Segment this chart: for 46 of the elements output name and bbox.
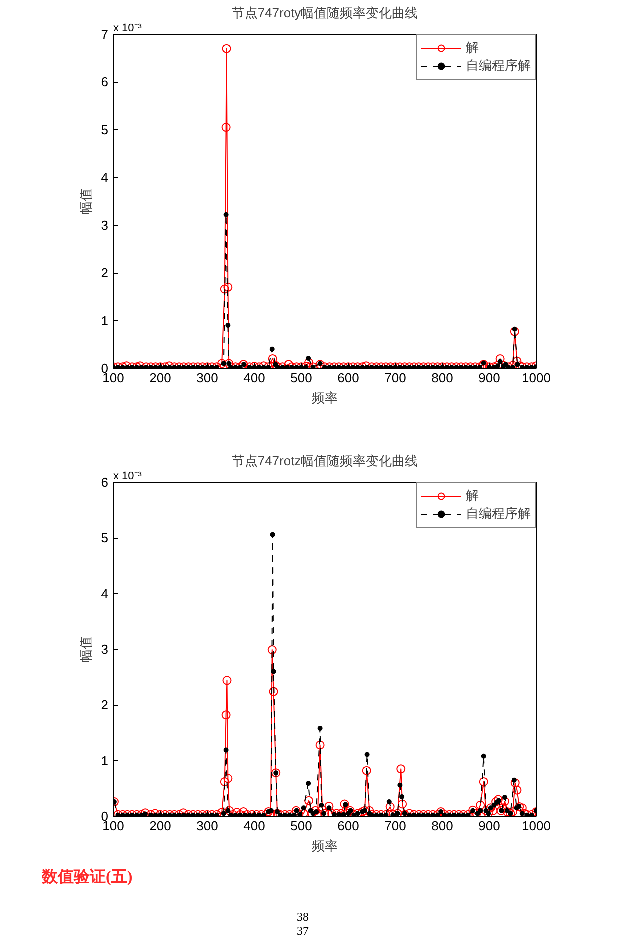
legend-label: 自编程序解	[466, 505, 531, 523]
x-tick-label: 500	[290, 818, 312, 834]
x-tick-label: 200	[150, 370, 172, 386]
text: 37	[296, 924, 310, 938]
x-tick-label: 800	[432, 370, 454, 386]
y-tick-label: 3	[101, 218, 109, 233]
chart-title: 节点747roty幅值随频率变化曲线	[232, 6, 418, 20]
x-axis-title: 频率	[312, 838, 338, 854]
x-tick-label: 800	[432, 818, 454, 834]
y-tick-label: 1	[101, 753, 109, 768]
text: x 10⁻³	[114, 470, 142, 482]
chart-title: 节点747rotz幅值随频率变化曲线	[232, 454, 418, 468]
y-tick-label: 4	[101, 170, 109, 186]
x-tick-label: 900	[478, 818, 500, 834]
y-tick-label: 6	[101, 475, 109, 490]
x-tick-label: 700	[384, 818, 406, 834]
y-tick-label: 6	[101, 74, 109, 90]
x-tick-label: 400	[244, 818, 266, 834]
y-tick-label: 2	[101, 698, 109, 713]
y-tick-label: 1	[101, 313, 109, 328]
y-tick-label: 4	[101, 586, 109, 602]
y-axis-title: 幅值	[78, 188, 94, 214]
y-tick-label: 5	[101, 530, 109, 546]
text: 数值验证(五)	[42, 868, 133, 888]
x-tick-label: 500	[290, 370, 312, 386]
x-tick-label: 300	[196, 370, 218, 386]
y-axis-title: 幅值	[78, 636, 94, 662]
x-tick-label: 600	[338, 370, 360, 386]
x-tick-label: 200	[150, 818, 172, 834]
x-tick-label: 300	[196, 818, 218, 834]
x-tick-label: 600	[338, 818, 360, 834]
x-tick-label: 400	[244, 370, 266, 386]
y-tick-label: 7	[101, 27, 109, 42]
y-tick-label: 2	[101, 266, 109, 281]
y-tick-label: 5	[101, 122, 109, 138]
text: 38	[296, 910, 310, 924]
x-axis-title: 频率	[312, 390, 338, 406]
x-tick-label: 1000	[522, 818, 551, 834]
y-tick-label: 3	[101, 642, 109, 657]
x-tick-label: 1000	[522, 370, 551, 386]
annotation: x 10⁻³	[114, 22, 142, 34]
x-tick-label: 900	[478, 370, 500, 386]
legend-label: 解	[466, 39, 480, 57]
x-tick-label: 700	[384, 370, 406, 386]
legend-label: 自编程序解	[466, 57, 531, 75]
legend-label: 解	[466, 487, 480, 505]
